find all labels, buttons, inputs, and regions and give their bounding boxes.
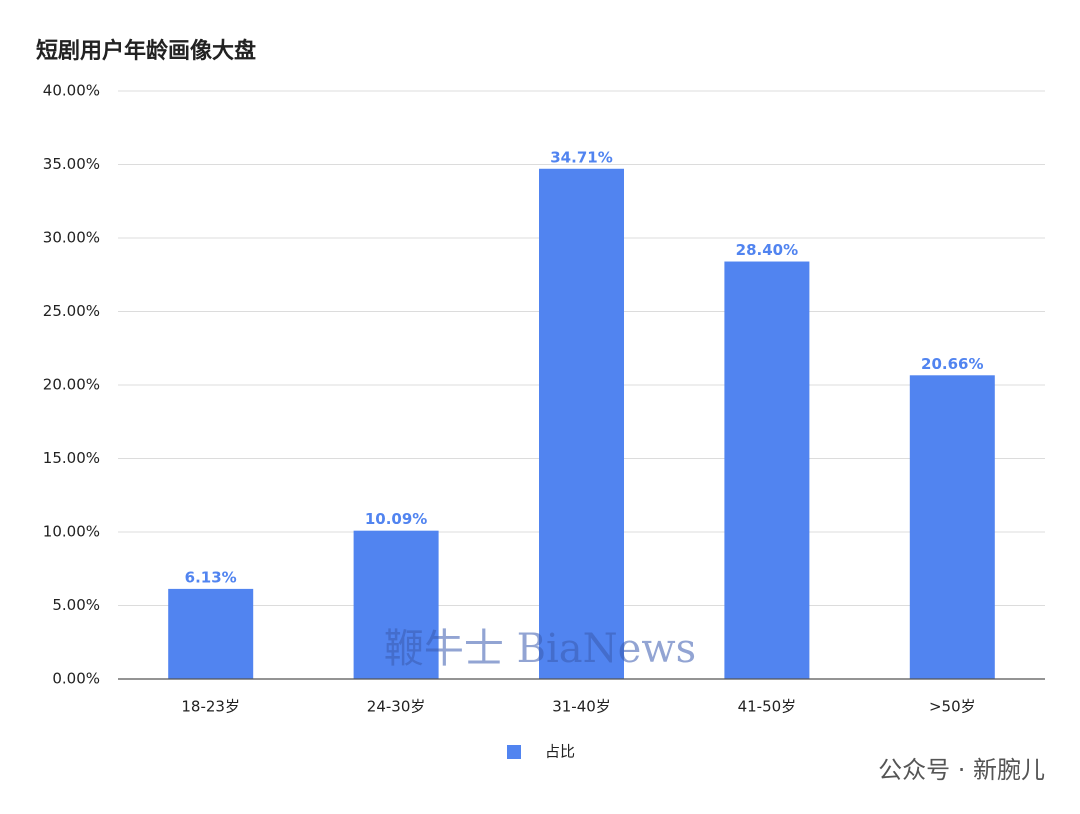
legend-swatch [507,745,521,759]
bar [909,375,995,679]
bar [168,588,254,679]
value-label: 20.66% [921,355,983,373]
y-tick-label: 30.00% [43,229,100,247]
x-tick-label: 31-40岁 [552,698,611,716]
bar [539,168,624,679]
watermark: 鞭牛士 BiaNews [384,626,696,672]
y-tick-label: 10.00% [43,523,100,541]
bar [353,530,439,679]
legend-label: 占比 [545,743,575,761]
y-tick-label: 20.00% [43,376,100,394]
value-label: 28.40% [736,241,798,259]
y-tick-label: 40.00% [43,82,100,100]
y-tick-label: 5.00% [52,596,100,614]
value-label: 34.71% [550,148,612,166]
x-tick-label: 24-30岁 [367,698,426,716]
x-tick-label: >50岁 [929,698,976,716]
y-tick-label: 25.00% [43,302,100,320]
value-label: 6.13% [185,568,237,586]
source-watermark: 公众号 · 新腕儿 [878,756,1045,784]
bar [724,261,810,679]
y-tick-label: 15.00% [43,449,100,467]
y-tick-label: 0.00% [52,670,100,688]
value-label: 10.09% [365,510,427,528]
chart-title: 短剧用户年龄画像大盘 [36,38,256,64]
x-tick-label: 41-50岁 [738,698,797,716]
y-tick-label: 35.00% [43,155,100,173]
x-tick-label: 18-23岁 [181,698,240,716]
